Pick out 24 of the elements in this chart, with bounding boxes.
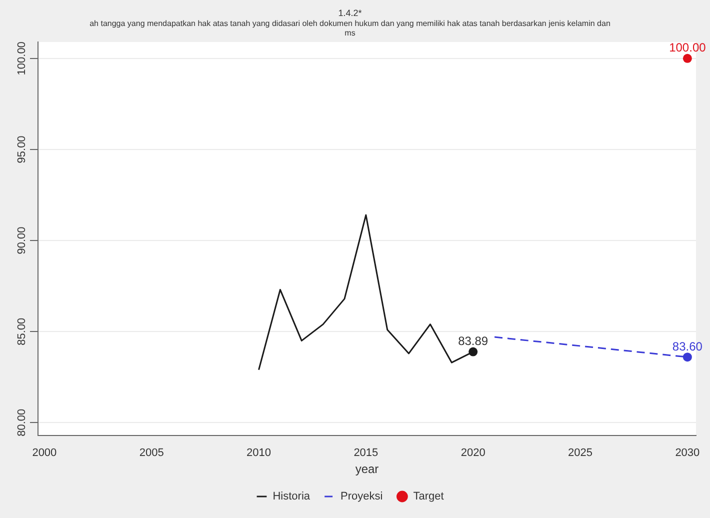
- x-axis-title: year: [355, 462, 379, 476]
- legend-label: Proyeksi: [340, 490, 383, 503]
- data-label: 83.89: [458, 334, 488, 348]
- point: [682, 352, 692, 362]
- chart-subtitle: ah tangga yang mendapatkan hak atas tanah yang didasari oleh dokumen hukum dan yang memiliki hak atas tanah berdasarkan jenis kelamin dan: [90, 18, 610, 28]
- y-tick-label: 90.00: [16, 226, 28, 254]
- x-tick-label: 2005: [139, 447, 164, 460]
- y-tick-label: 80.00: [16, 408, 28, 436]
- chart-title: 1.4.2*: [338, 8, 362, 18]
- x-tick-label: 2010: [246, 447, 272, 460]
- x-tick-label: 2015: [354, 447, 378, 460]
- data-label: 83.60: [672, 339, 703, 354]
- y-tick-label: 85.00: [16, 318, 28, 346]
- x-tick-label: 2030: [675, 447, 700, 460]
- x-tick-label: 2000: [32, 447, 57, 460]
- x-tick-label: 2025: [568, 447, 593, 460]
- text: ms: [344, 28, 356, 38]
- legend-label: Historia: [272, 490, 311, 503]
- legend-label: Target: [413, 490, 444, 503]
- y-tick-label: 95.00: [16, 136, 28, 164]
- y-tick-label: 100.00: [16, 42, 28, 76]
- data-label: 100.00: [669, 40, 706, 55]
- x-tick-label: 2020: [460, 447, 486, 460]
- point: [682, 54, 692, 63]
